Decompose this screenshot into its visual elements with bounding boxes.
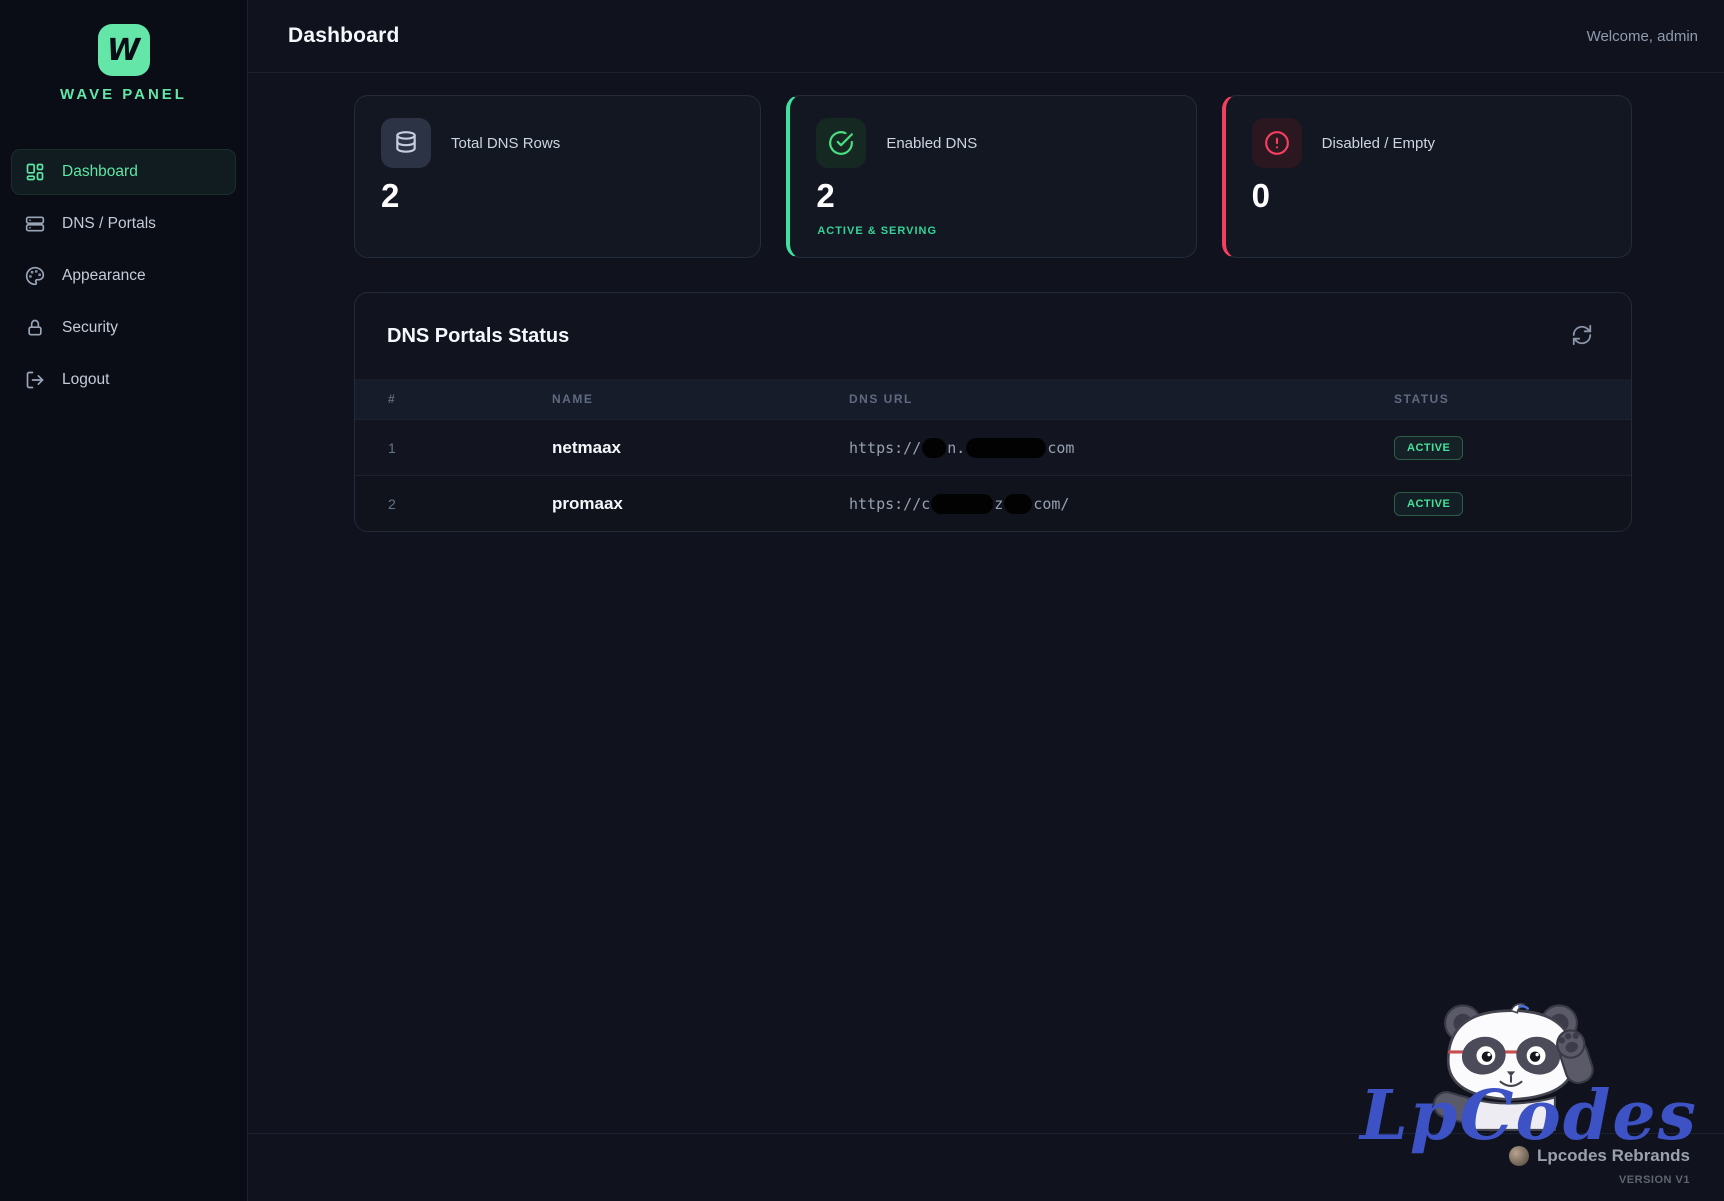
content: Total DNS Rows 2 Enabled DNS 2 ACTIVE & … bbox=[248, 73, 1724, 532]
check-circle-icon bbox=[829, 131, 854, 155]
sidebar-item-dashboard[interactable]: Dashboard bbox=[11, 149, 236, 195]
sidebar-item-label: Dashboard bbox=[62, 163, 138, 180]
brand-logo: W bbox=[97, 24, 150, 76]
row-index: 1 bbox=[388, 439, 396, 456]
watermark-version: VERSION V1 bbox=[1618, 1174, 1690, 1186]
url-text: https://c bbox=[849, 494, 931, 513]
url-text: com bbox=[1047, 438, 1075, 457]
server-icon bbox=[25, 216, 45, 232]
stats-row: Total DNS Rows 2 Enabled DNS 2 ACTIVE & … bbox=[354, 95, 1632, 258]
column-header-dns-url: DNS URL bbox=[849, 392, 913, 406]
stat-label: Disabled / Empty bbox=[1321, 134, 1436, 152]
refresh-icon bbox=[1572, 324, 1592, 345]
sidebar-item-label: Appearance bbox=[62, 267, 146, 284]
watermark-credit: Lpcodes Rebrands bbox=[1508, 1146, 1690, 1166]
moon-icon bbox=[1508, 1146, 1529, 1166]
redaction-blob bbox=[1004, 493, 1033, 514]
url-text: https:// bbox=[849, 438, 922, 457]
stat-card-header: Enabled DNS bbox=[816, 118, 1169, 168]
stat-card-enabled-dns: Enabled DNS 2 ACTIVE & SERVING bbox=[786, 95, 1197, 258]
table-row: 1 netmaax https:// n. com ACTIVE bbox=[355, 419, 1631, 475]
brand-logo-letter: W bbox=[106, 32, 141, 68]
stat-card-disabled-empty: Disabled / Empty 0 bbox=[1221, 95, 1632, 258]
dns-portals-panel: DNS Portals Status # NAME DNS URL STATUS… bbox=[354, 292, 1632, 532]
sidebar-item-label: Logout bbox=[62, 371, 110, 388]
stat-icon-tile bbox=[1251, 118, 1302, 168]
stat-card-header: Disabled / Empty bbox=[1251, 118, 1605, 168]
portal-name: promaax bbox=[552, 493, 623, 513]
sidebar-item-logout[interactable]: Logout bbox=[11, 357, 236, 403]
portal-dns-url: https:// n. com bbox=[849, 437, 1394, 458]
url-text: com/ bbox=[1033, 494, 1070, 513]
panel-title: DNS Portals Status bbox=[387, 324, 570, 347]
url-text: z bbox=[994, 494, 1004, 513]
panel-header: DNS Portals Status bbox=[355, 293, 1631, 379]
url-text: n. bbox=[947, 438, 966, 457]
sidebar: W WAVE PANEL Dashboard DNS / Portals App… bbox=[0, 0, 248, 1201]
column-header-name: NAME bbox=[552, 392, 594, 406]
page-title: Dashboard bbox=[288, 24, 400, 47]
stat-card-header: Total DNS Rows bbox=[381, 118, 734, 168]
stat-value: 0 bbox=[1251, 177, 1271, 214]
status-badge: ACTIVE bbox=[1394, 491, 1464, 516]
stat-value: 2 bbox=[816, 177, 835, 214]
status-cell: ACTIVE bbox=[1394, 491, 1631, 516]
brand-name: WAVE PANEL bbox=[60, 86, 187, 103]
sidebar-item-security[interactable]: Security bbox=[11, 305, 236, 351]
lock-icon bbox=[28, 319, 42, 336]
top-bar: Dashboard Welcome, admin bbox=[248, 0, 1724, 73]
redaction-blob bbox=[931, 493, 994, 514]
table-header-row: # NAME DNS URL STATUS bbox=[355, 379, 1631, 419]
sidebar-item-dns-portals[interactable]: DNS / Portals bbox=[11, 201, 236, 247]
panda-mascot bbox=[1432, 1003, 1594, 1132]
watermark-credit-text: Lpcodes Rebrands bbox=[1536, 1146, 1690, 1165]
stat-sub-label: ACTIVE & SERVING bbox=[817, 225, 938, 237]
portal-dns-url: https://c z com/ bbox=[849, 493, 1394, 514]
welcome-text: Welcome, admin bbox=[1586, 27, 1698, 45]
main-area: Dashboard Welcome, admin Total DNS Rows … bbox=[248, 0, 1724, 1201]
redaction-blob bbox=[922, 437, 947, 458]
status-cell: ACTIVE bbox=[1394, 435, 1631, 460]
lpcodes-script-text: LpCodes bbox=[1360, 1076, 1698, 1156]
stat-icon-tile bbox=[816, 118, 867, 168]
lpcodes-watermark: LpCodes Lpcodes Rebrands VERSION V1 bbox=[1360, 996, 1700, 1201]
sidebar-item-label: DNS / Portals bbox=[62, 215, 156, 232]
portal-name: netmaax bbox=[552, 437, 621, 457]
logout-icon bbox=[26, 371, 44, 389]
table-row: 2 promaax https://c z com/ ACTIVE bbox=[355, 475, 1631, 531]
status-badge: ACTIVE bbox=[1394, 435, 1464, 460]
sidebar-item-appearance[interactable]: Appearance bbox=[11, 253, 236, 299]
stat-icon-tile bbox=[381, 118, 431, 168]
stat-label: Enabled DNS bbox=[886, 134, 978, 152]
sidebar-item-label: Security bbox=[62, 319, 118, 336]
refresh-button[interactable] bbox=[1567, 320, 1597, 353]
dashboard-grid-icon bbox=[26, 163, 44, 181]
column-header-status: STATUS bbox=[1394, 392, 1450, 406]
database-icon bbox=[396, 131, 416, 153]
stat-value: 2 bbox=[381, 177, 400, 214]
row-index: 2 bbox=[388, 495, 396, 512]
footer-divider bbox=[248, 1133, 1724, 1134]
stat-label: Total DNS Rows bbox=[451, 134, 561, 152]
alert-circle-icon bbox=[1264, 131, 1289, 155]
sidebar-nav: Dashboard DNS / Portals Appearance Secur… bbox=[0, 149, 247, 403]
redaction-blob bbox=[966, 437, 1047, 458]
stat-card-total-dns: Total DNS Rows 2 bbox=[354, 95, 762, 258]
column-header-index: # bbox=[388, 392, 397, 406]
palette-icon bbox=[25, 266, 45, 286]
